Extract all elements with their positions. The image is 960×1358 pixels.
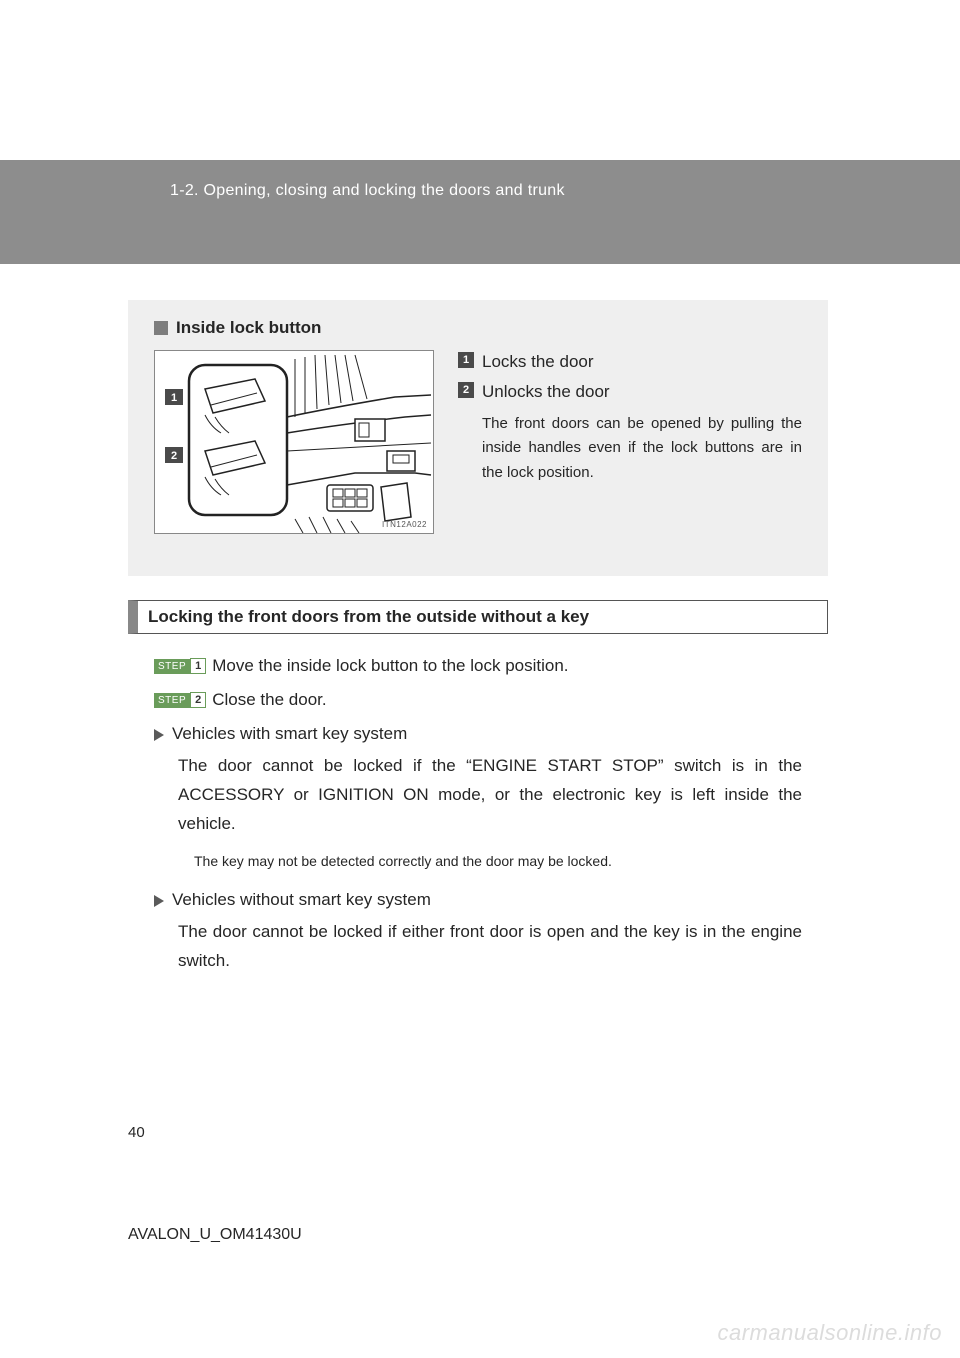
footer-doc-code: AVALON_U_OM41430U: [128, 1226, 302, 1244]
callout-2: 2 Unlocks the door: [458, 380, 802, 404]
bullet-1-title: Vehicles with smart key system: [172, 724, 407, 744]
steps-block: STEP 1 Move the inside lock button to th…: [128, 656, 828, 975]
step-1-num: 1: [190, 658, 206, 674]
watermark: carmanualsonline.info: [717, 1320, 942, 1346]
callout-1-text: Locks the door: [482, 350, 594, 374]
manual-page: 40 1-2. Opening, closing and locking the…: [0, 0, 960, 1358]
header-band: 40 1-2. Opening, closing and locking the…: [0, 160, 960, 264]
bullet-2: Vehicles without smart key system: [154, 890, 802, 910]
step-1-badge: STEP 1: [154, 657, 206, 675]
illustration-code: ITN12A022: [382, 520, 427, 529]
bullet-2-title: Vehicles without smart key system: [172, 890, 431, 910]
step-2: STEP 2 Close the door.: [154, 690, 802, 710]
step-1: STEP 1 Move the inside lock button to th…: [154, 656, 802, 676]
svg-text:2: 2: [171, 450, 177, 462]
step-2-text: Close the door.: [212, 690, 326, 710]
content-area: Inside lock button: [128, 300, 828, 987]
bullet-1-para: The door cannot be locked if the “ENGINE…: [178, 752, 802, 839]
door-illustration-svg: 1 2: [155, 351, 434, 534]
callout-note: The front doors can be opened by pulling…: [482, 412, 802, 486]
step-label: STEP: [154, 659, 190, 674]
callout-2-number: 2: [458, 382, 474, 398]
section-breadcrumb: 1-2. Opening, closing and locking the do…: [170, 182, 565, 200]
bullet-1: Vehicles with smart key system: [154, 724, 802, 744]
step-2-num: 2: [190, 692, 206, 708]
step-label: STEP: [154, 693, 190, 708]
bullet-2-para: The door cannot be locked if either fron…: [178, 918, 802, 976]
callout-1-number: 1: [458, 352, 474, 368]
box-title: Inside lock button: [176, 318, 321, 338]
square-bullet-icon: [154, 321, 168, 335]
triangle-bullet-icon: [154, 895, 164, 907]
footer-page-number: 40: [128, 1124, 145, 1141]
box-body: 1 2: [154, 350, 802, 534]
callout-2-text: Unlocks the door: [482, 380, 610, 404]
triangle-bullet-icon: [154, 729, 164, 741]
box-title-row: Inside lock button: [154, 318, 802, 338]
step-1-text: Move the inside lock button to the lock …: [212, 656, 568, 676]
svg-text:1: 1: [171, 392, 177, 404]
inside-lock-box: Inside lock button: [128, 300, 828, 576]
section-heading-bar: Locking the front doors from the outside…: [128, 600, 828, 634]
door-lock-illustration: 1 2: [154, 350, 434, 534]
bullet-1-note: The key may not be detected correctly an…: [194, 851, 802, 872]
step-2-badge: STEP 2: [154, 691, 206, 709]
callout-list: 1 Locks the door 2 Unlocks the door The …: [458, 350, 802, 534]
callout-1: 1 Locks the door: [458, 350, 802, 374]
